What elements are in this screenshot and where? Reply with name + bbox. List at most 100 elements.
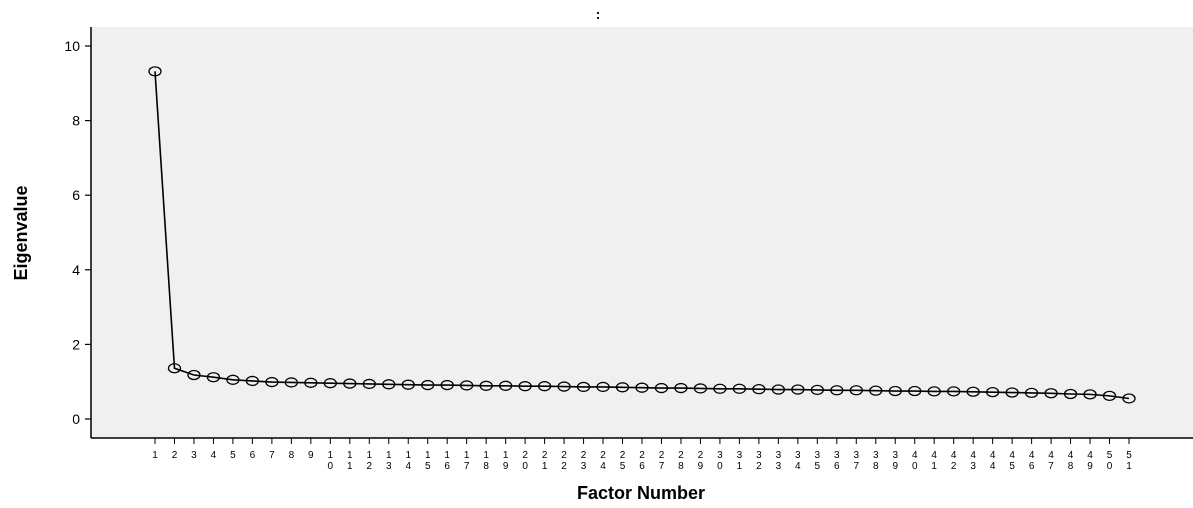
data-point <box>362 378 376 390</box>
data-point <box>1102 390 1117 402</box>
data-point <box>421 379 435 391</box>
x-tick-label: 1 <box>152 450 158 461</box>
x-tick-label: 6 <box>250 450 256 461</box>
data-point <box>1005 387 1019 398</box>
data-point <box>888 385 902 397</box>
data-point <box>1044 388 1058 399</box>
y-tick-label: 8 <box>72 113 80 129</box>
y-tick-label: 2 <box>72 336 80 352</box>
data-point <box>557 381 571 392</box>
data-point <box>966 386 980 397</box>
y-tick-label: 6 <box>72 187 80 203</box>
x-tick-label: 5 <box>230 450 236 461</box>
data-point <box>460 380 474 391</box>
data-point <box>654 382 669 394</box>
data-point <box>206 372 221 383</box>
data-point <box>615 382 630 393</box>
data-point <box>791 384 805 395</box>
data-point <box>732 383 747 394</box>
data-point <box>479 380 493 391</box>
data-point <box>1063 388 1078 400</box>
data-point <box>985 386 1000 398</box>
data-point <box>537 381 552 392</box>
y-tick-label: 10 <box>64 38 80 54</box>
data-point <box>440 379 454 391</box>
data-point <box>167 363 182 374</box>
data-point <box>245 375 260 387</box>
x-tick-label: 4 <box>211 450 217 461</box>
y-axis-ticks: 0 2 4 6 8 10 <box>64 38 91 427</box>
x-tick-label: 9 <box>308 450 314 461</box>
plot-area <box>91 27 1193 438</box>
y-tick-label: 4 <box>72 262 80 278</box>
data-point <box>771 384 786 395</box>
data-point <box>1024 387 1039 399</box>
data-point <box>713 383 727 394</box>
data-point <box>810 384 824 396</box>
x-tick-label: 3 <box>191 450 197 461</box>
chart-title: : <box>596 6 601 22</box>
data-point <box>226 374 240 385</box>
data-point <box>1083 389 1097 400</box>
data-point <box>674 382 688 394</box>
data-point <box>635 382 649 393</box>
x-axis-label: Factor Number <box>577 483 705 503</box>
data-point <box>148 66 162 77</box>
data-point <box>596 381 610 393</box>
data-point <box>265 376 279 388</box>
data-point <box>1122 393 1136 404</box>
data-point <box>382 379 396 390</box>
data-point <box>693 383 708 394</box>
data-point <box>284 377 299 388</box>
y-tick-label: 0 <box>72 411 80 427</box>
x-tick-label: 8 <box>289 450 295 461</box>
data-point <box>187 369 201 381</box>
x-axis-ticks: 1 2 3 4 5 6 7 8 9 1 01 11 21 31 41 51 61 71 81 92 02 12 22 32 42… <box>152 438 1132 472</box>
x-tick-label: 2 <box>172 450 178 461</box>
data-point <box>498 380 513 391</box>
y-axis-label: Eigenvalue <box>11 185 31 280</box>
data-point <box>304 377 318 388</box>
data-point <box>908 385 922 397</box>
data-point <box>947 386 961 397</box>
data-points <box>148 66 1136 404</box>
data-point <box>869 385 883 396</box>
data-point <box>401 379 415 390</box>
